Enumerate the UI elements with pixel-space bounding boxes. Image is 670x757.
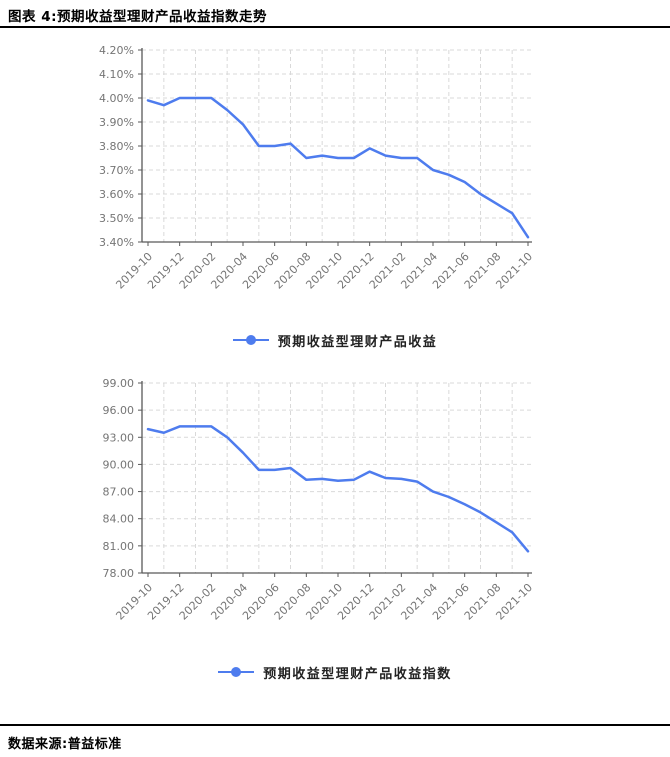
svg-text:84.00: 84.00 <box>103 513 135 526</box>
legend-label: 预期收益型理财产品收益 <box>277 334 438 350</box>
legend-dot-icon <box>231 667 242 677</box>
bottom-divider <box>0 724 670 726</box>
legend-expected-yield: 预期收益型理财产品收益 <box>0 330 670 350</box>
svg-text:96.00: 96.00 <box>103 404 135 417</box>
svg-text:99.00: 99.00 <box>103 377 135 390</box>
svg-text:3.40%: 3.40% <box>99 236 134 249</box>
svg-text:3.60%: 3.60% <box>99 188 134 201</box>
legend-line-dot-marker <box>218 667 255 677</box>
svg-text:90.00: 90.00 <box>103 458 135 471</box>
expected-yield-line-chart: 3.40% 3.50% 3.60% 3.70% 3.80% 3.90% 4.00% 4.10%… <box>99 44 535 292</box>
svg-text:4.20%: 4.20% <box>99 44 134 57</box>
expected-yield-index-line-chart: 78.00 81.00 84.00 87.00 90.00 93.00 96.00 99.00… <box>103 377 536 623</box>
legend-line-dot-marker <box>232 335 269 345</box>
legend-dot-icon <box>245 335 256 345</box>
svg-text:78.00: 78.00 <box>103 567 135 580</box>
svg-text:93.00: 93.00 <box>103 431 135 444</box>
svg-text:3.50%: 3.50% <box>99 212 134 225</box>
svg-text:3.70%: 3.70% <box>99 164 134 177</box>
data-source: 数据来源:普益标准 <box>8 737 122 752</box>
svg-text:81.00: 81.00 <box>103 540 135 553</box>
top-divider <box>0 26 670 28</box>
svg-text:4.00%: 4.00% <box>99 92 134 105</box>
svg-text:3.80%: 3.80% <box>99 140 134 153</box>
legend-expected-yield-index: 预期收益型理财产品收益指数 <box>0 662 670 682</box>
svg-text:3.90%: 3.90% <box>99 116 134 129</box>
figure-title: 图表 4:预期收益型理财产品收益指数走势 <box>8 9 267 25</box>
svg-text:87.00: 87.00 <box>103 486 135 499</box>
svg-text:4.10%: 4.10% <box>99 68 134 81</box>
legend-label: 预期收益型理财产品收益指数 <box>263 666 452 682</box>
